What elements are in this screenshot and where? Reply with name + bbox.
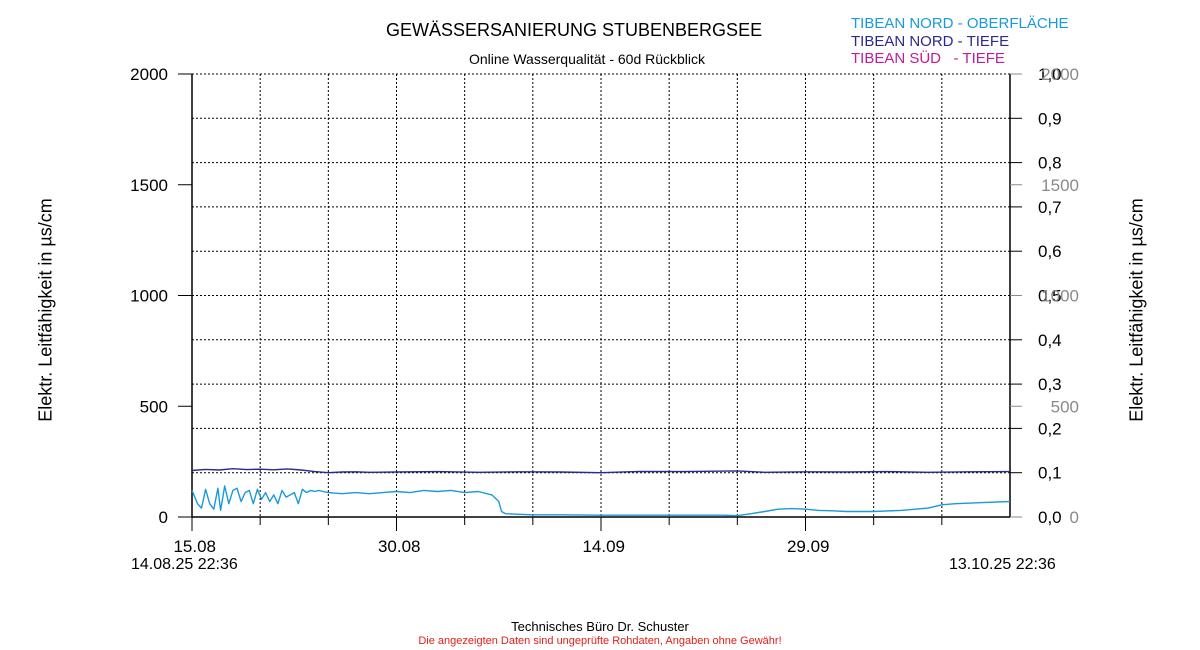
footer-author: Technisches Büro Dr. Schuster [511, 619, 689, 634]
footer-disclaimer: Die angezeigten Daten sind ungeprüfte Ro… [418, 635, 782, 647]
series-line-1 [191, 468, 1011, 474]
legend-entry-depth-north: TIBEAN NORD - TIEFE [851, 33, 1010, 50]
y2-tick-label: 0,0 [1038, 508, 1062, 527]
y-tick-label-left: 0 [159, 508, 168, 527]
y-tick-label-left: 500 [140, 397, 168, 416]
y3-tick-label: 500 [1051, 397, 1079, 416]
y-tick-label-left: 1000 [130, 287, 168, 306]
y2-tick-label: 0,4 [1038, 331, 1062, 350]
y2-tick-label: 0,3 [1038, 375, 1062, 394]
legend-entry-depth-south: TIBEAN SÜD - TIEFE [851, 50, 1005, 67]
y2-tick-label: 0,6 [1038, 242, 1062, 261]
chart-subtitle: Online Wasserqualität - 60d Rückblick [469, 51, 706, 67]
y2-tick-label: 0,2 [1038, 419, 1062, 438]
y2-tick-label: 0,7 [1038, 198, 1062, 217]
legend-entry-surface-north: TIBEAN NORD - OBERFLÄCHE [851, 15, 1069, 32]
y2-tick-label: 1,0 [1038, 65, 1062, 84]
y-axis-label-left: Elektr. Leitfähigkeit in µs/cm [35, 198, 56, 422]
x-tick-label: 14.09 [582, 537, 625, 556]
y3-tick-label: 1000 [1041, 287, 1079, 306]
y3-tick-label: 1500 [1041, 176, 1079, 195]
y2-tick-label: 0,8 [1038, 154, 1062, 173]
x-axis-start-label: 14.08.25 22:36 [131, 556, 238, 573]
x-axis-end-label: 13.10.25 22:36 [949, 556, 1056, 573]
x-tick-label: 30.08 [378, 537, 421, 556]
y2-tick-label: 0,9 [1038, 109, 1062, 128]
y3-tick-label: 2000 [1041, 65, 1079, 84]
x-tick-label: 29.09 [787, 537, 830, 556]
y-axis-label-right: Elektr. Leitfähigkeit in µs/cm [1126, 198, 1147, 422]
y2-tick-label: 0,1 [1038, 464, 1062, 483]
y-tick-label-left: 2000 [130, 65, 168, 84]
series-line-0 [191, 485, 1011, 517]
y2-tick-label: 0,5 [1038, 287, 1062, 306]
y3-tick-label: 0 [1070, 508, 1079, 527]
y-tick-label-left: 1500 [130, 176, 168, 195]
chart-title: GEWÄSSERSANIERUNG STUBENBERGSEE [386, 20, 763, 40]
x-tick-label: 15.08 [173, 537, 216, 556]
